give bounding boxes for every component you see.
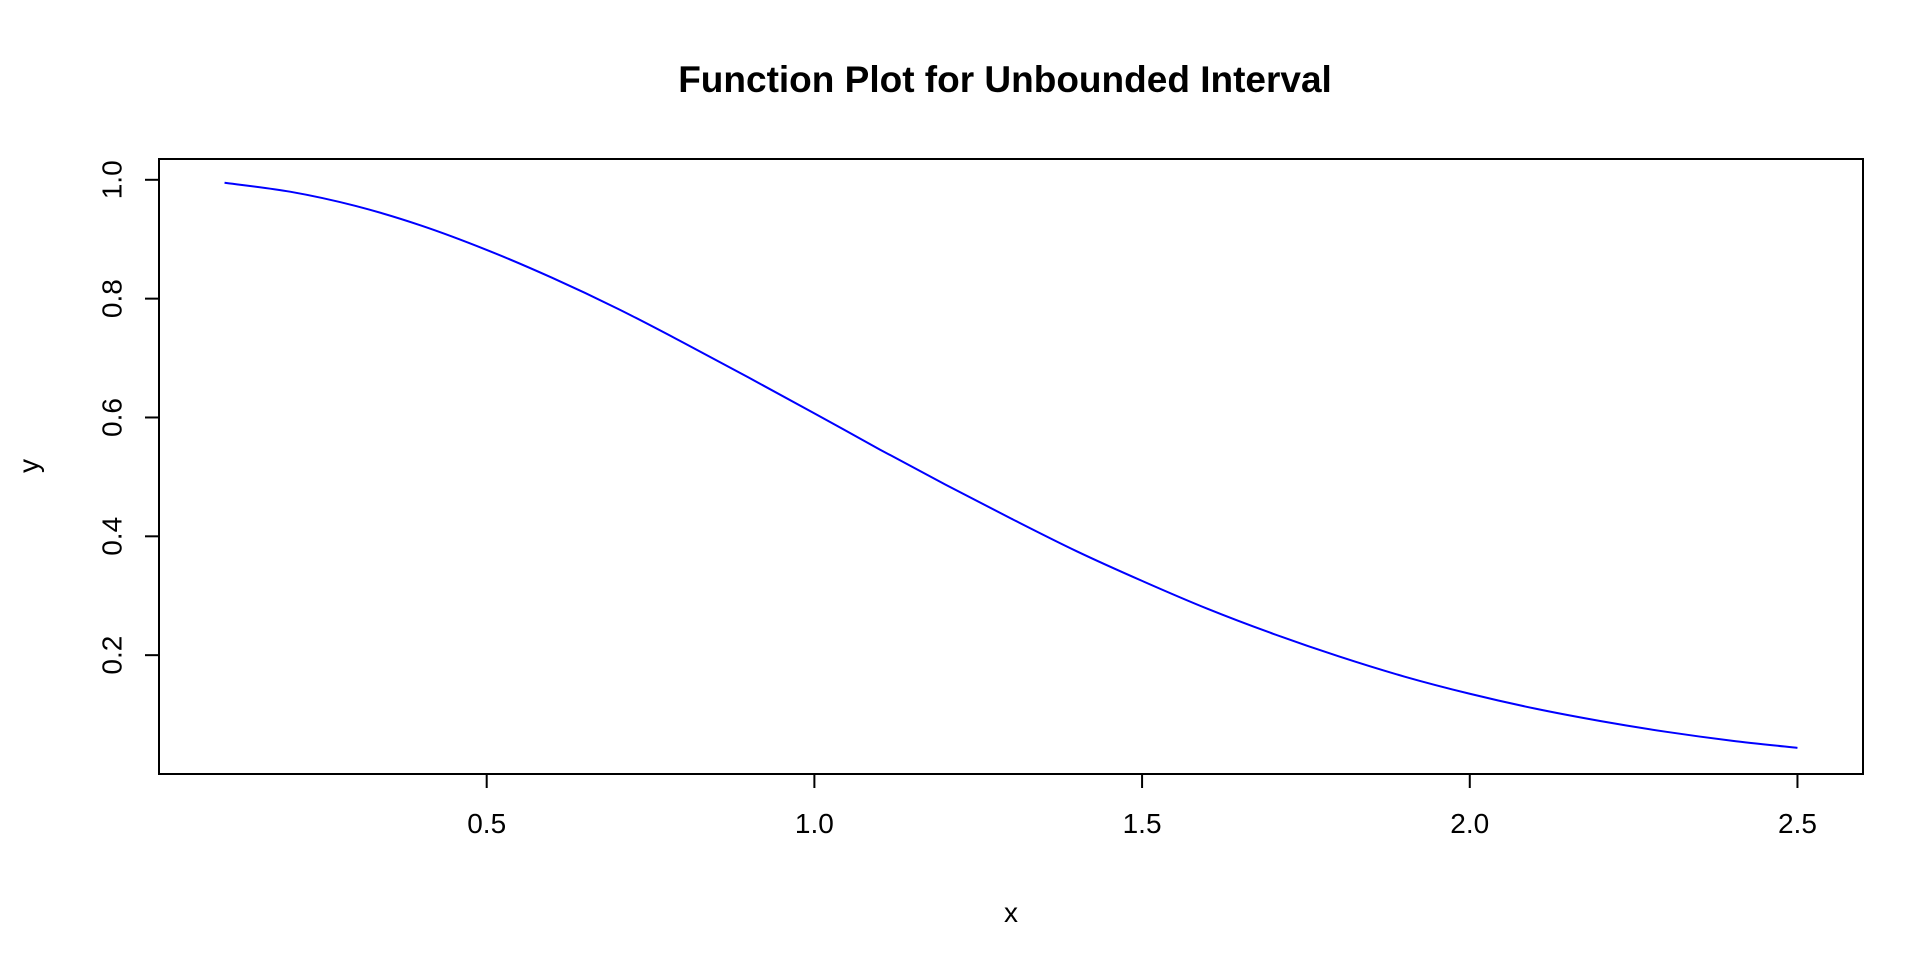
x-axis-label: x [1004, 897, 1018, 928]
chart-title: Function Plot for Unbounded Interval [678, 59, 1332, 100]
x-tick-label: 2.0 [1450, 808, 1489, 839]
x-tick-label: 1.5 [1123, 808, 1162, 839]
y-axis: 0.2 0.4 0.6 0.8 1.0 [96, 160, 159, 675]
x-tick-label: 2.5 [1778, 808, 1817, 839]
y-tick-label: 0.4 [96, 517, 127, 556]
x-tick-label: 1.0 [795, 808, 834, 839]
y-tick-label: 1.0 [96, 160, 127, 199]
y-tick-label: 0.8 [96, 279, 127, 318]
x-tick-label: 0.5 [467, 808, 506, 839]
plot-frame [158, 158, 1864, 775]
y-axis-label: y [13, 459, 44, 473]
y-tick-label: 0.2 [96, 636, 127, 675]
series-line [224, 181, 1798, 749]
y-tick-label: 0.6 [96, 398, 127, 437]
x-axis: 0.5 1.0 1.5 2.0 2.5 [467, 774, 1817, 839]
